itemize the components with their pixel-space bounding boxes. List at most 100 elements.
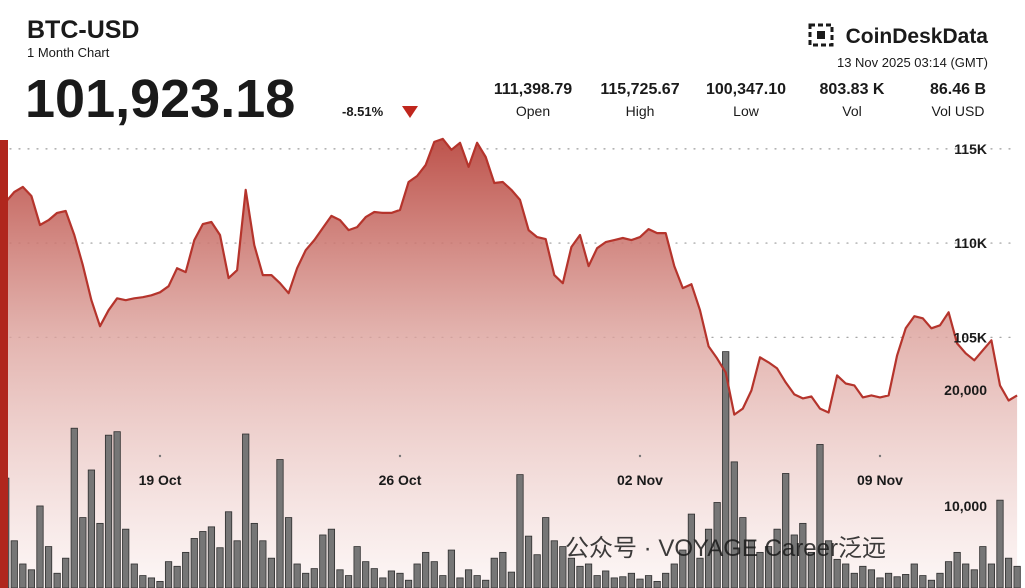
volume-bar bbox=[859, 565, 867, 588]
volume-bar bbox=[147, 577, 156, 588]
volume-bar bbox=[516, 474, 524, 588]
y-tick-label: 105K bbox=[954, 329, 987, 345]
volume-bar bbox=[962, 563, 970, 588]
stat-label: Vol bbox=[842, 103, 861, 119]
volume-bar bbox=[19, 563, 27, 588]
volume-bar bbox=[953, 551, 961, 588]
volume-bar bbox=[353, 546, 361, 588]
volume-bar bbox=[884, 572, 893, 588]
volume-bar bbox=[164, 561, 173, 588]
volume-bar bbox=[936, 572, 944, 588]
y2-tick-label: 20,000 bbox=[944, 382, 987, 398]
volume-bar bbox=[833, 558, 841, 588]
volume-bar bbox=[319, 534, 327, 588]
change: -8.51% bbox=[342, 104, 384, 119]
volume-bar bbox=[199, 531, 207, 588]
volume-bar bbox=[619, 576, 627, 588]
volume-bar bbox=[747, 540, 756, 588]
volume-bar bbox=[44, 546, 53, 588]
volume-bar bbox=[576, 565, 584, 588]
stat-label: Low bbox=[733, 103, 760, 119]
x-tick-label: 26 Oct bbox=[379, 472, 422, 488]
volume-bar bbox=[370, 568, 378, 588]
volume-bar bbox=[739, 517, 747, 588]
volume-bar bbox=[996, 499, 1004, 588]
volume-bar bbox=[233, 540, 241, 588]
price-area bbox=[5, 138, 1018, 588]
volume-bar bbox=[816, 444, 824, 588]
volume-bar bbox=[439, 575, 447, 588]
volume-bar bbox=[456, 577, 464, 588]
volume-bar bbox=[430, 561, 438, 588]
volume-bar bbox=[242, 433, 250, 588]
volume-bar bbox=[927, 579, 936, 588]
volume-bar bbox=[602, 570, 610, 588]
down-arrow bbox=[402, 106, 418, 118]
y-tick-label: 110K bbox=[954, 235, 987, 251]
volume-bar bbox=[704, 528, 713, 588]
volume-bar bbox=[396, 572, 404, 588]
volume-bar bbox=[799, 522, 807, 588]
stat-label: High bbox=[626, 103, 655, 119]
volume-bar bbox=[70, 427, 78, 588]
volume-bar bbox=[653, 580, 661, 588]
volume-bar bbox=[1004, 557, 1013, 588]
brand-logo bbox=[808, 23, 834, 47]
volume-bar bbox=[387, 570, 396, 588]
edge-bar bbox=[0, 140, 8, 588]
volume-bar bbox=[499, 551, 507, 588]
volume-bar bbox=[842, 563, 850, 588]
volume-bar bbox=[113, 431, 121, 588]
volume-bar bbox=[670, 563, 678, 588]
stat-label: Open bbox=[516, 103, 550, 119]
volume-bar bbox=[293, 563, 301, 588]
volume-bar bbox=[893, 576, 901, 588]
price-line bbox=[4, 137, 1018, 416]
volume-bar bbox=[36, 505, 44, 588]
volume-bar bbox=[979, 546, 987, 588]
x-tick-label: 09 Nov bbox=[857, 472, 903, 488]
price: 101,923.18 bbox=[25, 69, 295, 129]
volume-bar bbox=[336, 569, 344, 588]
brand: CoinDeskData bbox=[846, 25, 989, 48]
volume-bar bbox=[362, 561, 370, 588]
x-tick-mark bbox=[158, 454, 162, 458]
watermark: 公众号 · VOYAGE Career泛远 bbox=[565, 535, 886, 562]
volume-bar bbox=[259, 540, 267, 588]
volume-bar bbox=[96, 522, 104, 588]
volume-bar bbox=[250, 522, 258, 588]
volume-bar bbox=[10, 540, 18, 588]
volume-bar bbox=[276, 459, 284, 588]
volume-bar bbox=[987, 563, 996, 588]
volume-bar bbox=[773, 528, 781, 588]
stat-value: 115,725.67 bbox=[600, 81, 679, 98]
volume-bar bbox=[490, 557, 498, 588]
stat-value: 86.46 B bbox=[930, 81, 986, 98]
volume-bar bbox=[139, 575, 147, 588]
volume-bar bbox=[584, 563, 593, 588]
y2-tick-label: 10,000 bbox=[944, 498, 987, 514]
volume-bar bbox=[902, 574, 910, 588]
volume-bar bbox=[310, 568, 318, 588]
volume-bar bbox=[730, 461, 738, 588]
stats: 111,398.79 Open 115,725.67 High 100,347.10 Lo… bbox=[494, 81, 986, 119]
volume-bar bbox=[824, 540, 833, 588]
stat-value: 803.83 K bbox=[820, 81, 885, 98]
volume-bar bbox=[156, 580, 164, 588]
volume-bar bbox=[422, 551, 430, 588]
stat-label: Vol USD bbox=[932, 103, 985, 119]
stat-value: 100,347.10 bbox=[706, 81, 786, 98]
volume-bar bbox=[87, 469, 96, 588]
volume-bar bbox=[379, 577, 387, 588]
x-tick-label: 19 Oct bbox=[139, 472, 182, 488]
x-tick-mark bbox=[878, 454, 882, 458]
volume-bar bbox=[464, 569, 473, 588]
plot-area bbox=[2, 137, 1021, 588]
volume-bar bbox=[696, 557, 704, 588]
x-tick-mark bbox=[398, 454, 402, 458]
volume-bar bbox=[713, 502, 721, 588]
volume-bar bbox=[473, 575, 481, 588]
stat-value: 111,398.79 bbox=[494, 81, 572, 98]
volume-bar bbox=[447, 549, 456, 588]
